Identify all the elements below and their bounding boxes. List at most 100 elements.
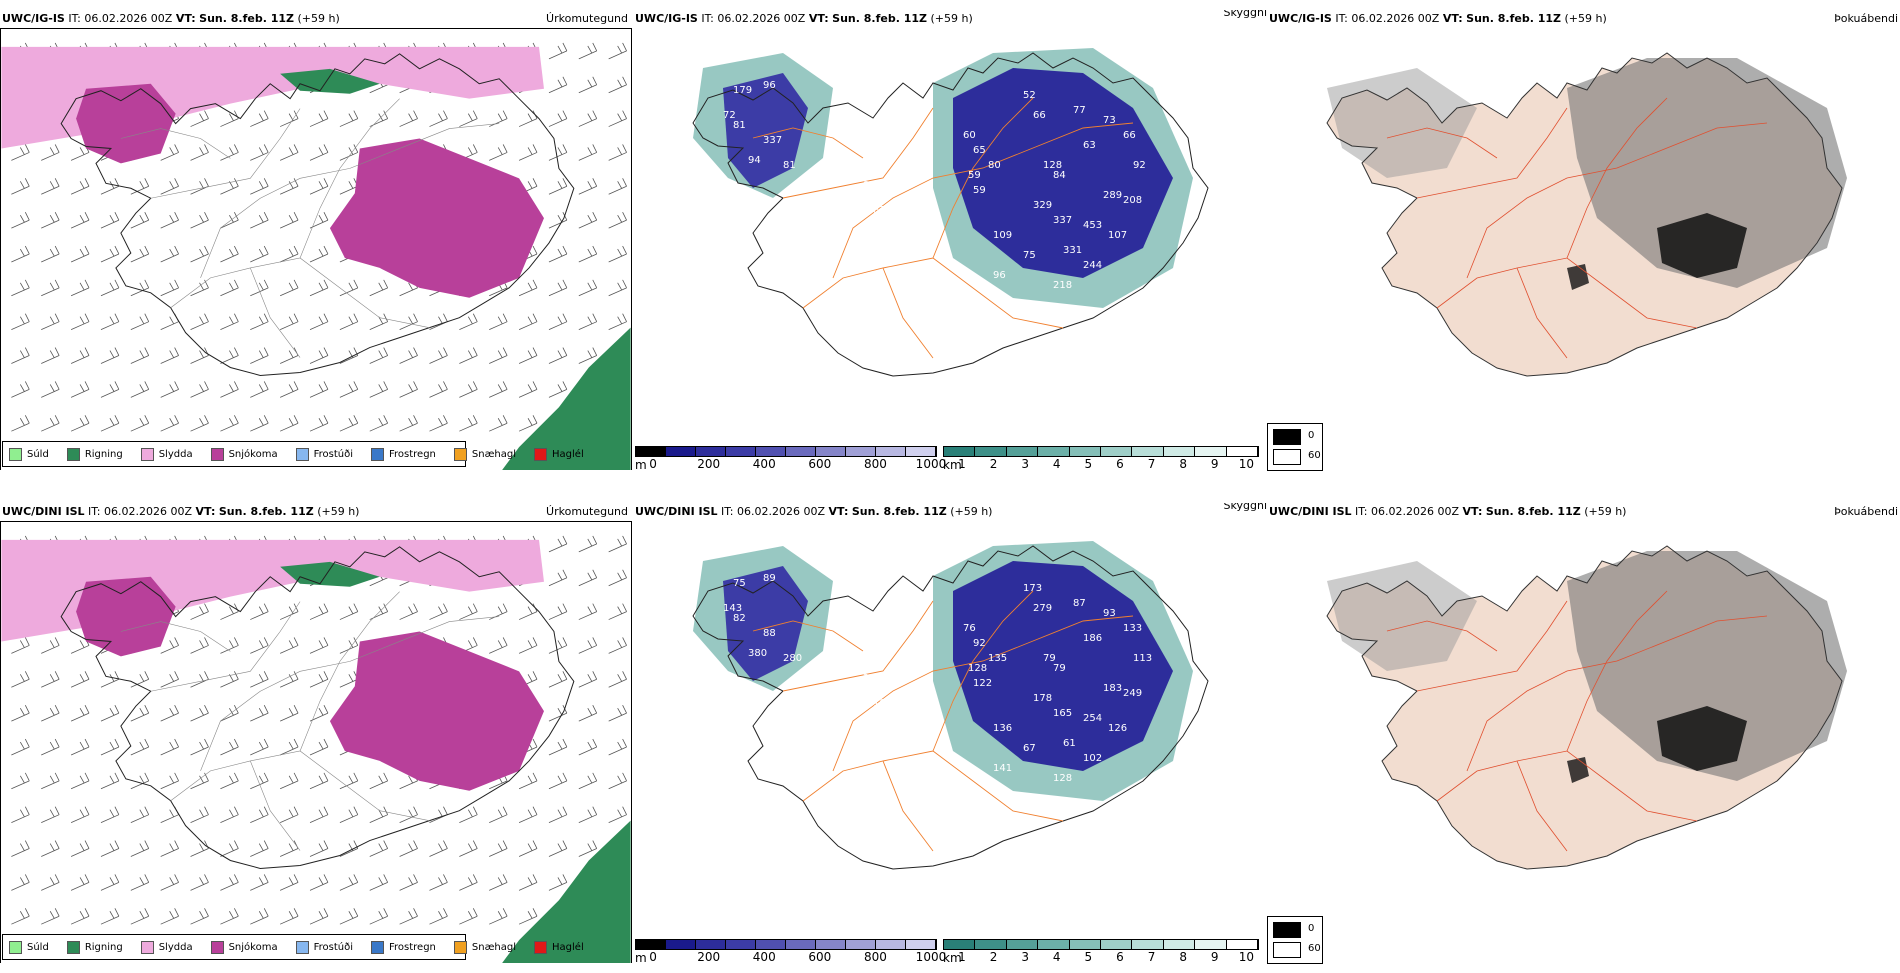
wind-barb [190,381,209,398]
legend-label: Frostúði [313,941,353,953]
wind-barb [489,637,508,654]
wind-barb [489,347,508,364]
legend-label: Frostregn [389,941,436,953]
rain-area-se [502,327,631,470]
wind-barb [518,415,538,432]
cloud-base-value: 92 [973,638,986,649]
wind-barb [578,211,598,229]
fog-legend-label-1: 60 [1308,450,1321,461]
wind-barb [429,110,448,127]
wind-barb [250,381,269,398]
legend-swatch [9,447,22,461]
colorbar-tick-label: 3 [1021,950,1029,963]
wind-barb [250,211,269,229]
wind-barb [608,704,627,722]
wind-barb [459,806,478,824]
cloud-base-value: 66 [1123,130,1136,141]
road-line [1386,620,1498,652]
precip-legend-item: Frostúði [290,447,353,461]
wind-barb [190,603,209,620]
wind-barb [309,313,329,331]
cloud-base-value: 79 [1053,663,1066,674]
wind-barb [70,874,90,891]
colorbar-segment [1069,447,1102,456]
cloud-base-value: 113 [1133,653,1152,664]
wind-barb [399,347,418,364]
cloud-base-value: 249 [1123,688,1142,699]
road-line [1466,615,1768,772]
wind-barb [160,874,179,891]
wind-barb [608,110,627,127]
wind-barb [429,347,448,364]
wind-barb [41,313,60,331]
wind-barb [548,76,568,94]
cloud-base-value: 96 [993,270,1006,281]
wind-barb [160,381,179,398]
wind-barb [70,245,90,263]
snow-area-nw [76,83,176,164]
wind-barb [220,245,239,263]
wind-barb [399,110,418,127]
wind-barb [100,347,120,364]
colorbar-segment [846,447,876,456]
wind-barb [489,144,508,161]
wind-barb [160,347,179,364]
cloud-base-value: 59 [968,170,981,181]
wind-barb [100,415,120,432]
wind-barb [250,279,269,297]
wind-barb [489,313,508,331]
wind-barb [279,908,299,925]
issue-time: 06.02.2026 00Z [1371,505,1460,518]
cloud-base-value: 128 [968,663,987,674]
wind-barb [160,840,179,857]
wind-barb [339,874,359,891]
wind-barb [190,415,209,432]
wind-barb [160,279,179,297]
wind-barb [70,381,90,398]
colorbar-tick-label: 8 [1179,457,1187,470]
wind-barb [369,381,389,398]
wind-barb [160,637,179,654]
cloud-base-value: 280 [783,653,802,664]
legend-label: Slydda [158,941,193,953]
wind-barb [369,840,389,857]
wind-barb [369,806,389,824]
wind-barb [250,144,269,161]
ceiling-area-nw [723,73,808,188]
panel-header: UWC/IG-IS IT: 06.02.2026 00Z VT: Sun. 8.… [2,12,340,25]
cloud-base-value: 329 [1033,200,1052,211]
wind-barb [250,637,269,654]
road-line [120,621,231,652]
colorbar-tick-label: 5 [1084,457,1093,470]
wind-barb [279,313,299,331]
wind-barb [41,671,60,688]
wind-barb [70,704,90,722]
wind-barb [518,313,538,331]
precip-legend-item: Rigning [61,447,123,461]
wind-barb [250,245,269,263]
colorbar-tick-label: 2 [989,950,998,963]
cloud-title: Skyggni [1223,10,1267,19]
cloud-base-value: 244 [1083,260,1102,271]
fog-legend-swatch-0 [1273,922,1301,938]
wind-barb [429,603,448,620]
colorbar-segment [1195,940,1227,949]
legend-label: Haglél [552,941,584,953]
colorbar-tick-label: 200 [697,457,721,470]
road-line [170,750,430,821]
wind-barb [309,178,329,195]
island-outline [692,52,1209,377]
issue-time: 06.02.2026 00Z [84,12,173,25]
road-line [1516,760,1568,852]
wind-barb [250,908,269,925]
wind-barb [279,144,299,161]
wind-barb [339,313,359,331]
wind-barb [548,671,568,688]
colorbar-tick-label: 6 [1116,950,1124,963]
wind-barb [100,313,120,331]
wind-barb [548,772,568,790]
wind-barb [190,874,209,891]
legend-swatch [210,940,224,954]
fog-legend-label-1: 60 [1308,943,1321,954]
wind-barb [578,245,598,263]
